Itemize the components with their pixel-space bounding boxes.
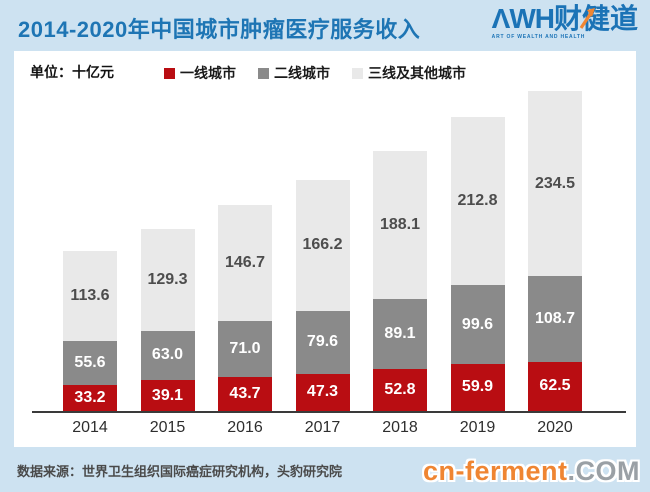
watermark: cn-ferment.COM xyxy=(423,456,640,487)
legend-item-0: 一线城市 xyxy=(164,63,236,83)
logo-awh-text: ΛWH xyxy=(491,3,555,34)
x-tick-2019: 2019 xyxy=(459,419,496,436)
segment-2020-一线城市: 62.5 xyxy=(528,361,582,411)
segment-2017-二线城市: 79.6 xyxy=(295,310,350,374)
page-title: 2014-2020年中国城市肿瘤医疗服务收入 xyxy=(18,17,421,42)
awh-logo: ΛWH财健道 ART OF WEALTH AND HEALTH xyxy=(492,5,638,40)
segment-2017-三线及其他城市: 166.2 xyxy=(295,179,350,311)
legend-item-1: 二线城市 xyxy=(258,63,330,83)
bar-2020: 234.5 108.7 62.5 xyxy=(528,91,582,411)
legend-label: 二线城市 xyxy=(274,65,330,81)
segment-2016-三线及其他城市: 146.7 xyxy=(218,204,272,321)
x-labels: 2014 2015 2016 2017 2018 2019 2020 xyxy=(63,419,582,437)
logo-text: ΛWH财健道 xyxy=(492,5,638,33)
watermark-suffix: .COM xyxy=(567,456,640,486)
bar-2019: 212.8 99.6 59.9 xyxy=(450,117,505,411)
x-tick-2020: 2020 xyxy=(537,419,573,436)
segment-2018-二线城市: 89.1 xyxy=(373,299,427,370)
segment-2018-一线城市: 52.8 xyxy=(373,369,427,411)
segment-2020-二线城市: 108.7 xyxy=(528,276,582,362)
legend-label: 一线城市 xyxy=(180,65,236,81)
bar-2014: 113.6 55.6 33.2 xyxy=(63,251,117,411)
x-tick-2017: 2017 xyxy=(304,419,341,436)
legend: 一线城市 二线城市 三线及其他城市 xyxy=(164,63,466,83)
x-tick-2014: 2014 xyxy=(72,419,108,436)
segment-2020-三线及其他城市: 234.5 xyxy=(528,91,582,277)
segment-2015-一线城市: 39.1 xyxy=(140,380,195,411)
chart-card: 单位：十亿元 一线城市 二线城市 三线及其他城市 113.6 55.6 33.2 129.… xyxy=(14,51,636,447)
logo-brand-text: 财健道 xyxy=(553,3,638,34)
legend-swatch xyxy=(352,67,363,79)
legend-swatch xyxy=(258,67,269,79)
x-tick-2018: 2018 xyxy=(382,419,418,436)
legend-label: 三线及其他城市 xyxy=(368,65,466,81)
segment-2019-一线城市: 59.9 xyxy=(450,363,505,411)
bar-2017: 166.2 79.6 47.3 xyxy=(295,179,350,411)
bar-2018: 188.1 89.1 52.8 xyxy=(373,150,427,411)
legend-swatch xyxy=(164,67,175,79)
segment-2014-三线及其他城市: 113.6 xyxy=(63,251,117,341)
bar-2015: 129.3 63.0 39.1 xyxy=(140,228,195,411)
segment-2019-三线及其他城市: 212.8 xyxy=(450,117,505,286)
segment-2014-二线城市: 55.6 xyxy=(63,340,117,385)
watermark-main: cn-ferment xyxy=(422,456,568,486)
segment-2014-一线城市: 33.2 xyxy=(63,384,117,411)
unit-label: 单位：十亿元 xyxy=(30,64,114,80)
x-tick-2016: 2016 xyxy=(227,419,263,436)
segment-2016-一线城市: 43.7 xyxy=(218,376,272,411)
legend-item-2: 三线及其他城市 xyxy=(352,63,466,83)
x-axis-line xyxy=(32,411,626,413)
data-source-text: 数据来源：世界卫生组织国际癌症研究机构，头豹研究院 xyxy=(17,464,343,479)
segment-2015-三线及其他城市: 129.3 xyxy=(140,228,195,331)
bar-2016: 146.7 71.0 43.7 xyxy=(218,204,272,411)
segment-2018-三线及其他城市: 188.1 xyxy=(373,150,427,300)
segment-2015-二线城市: 63.0 xyxy=(140,330,195,381)
logo-tagline: ART OF WEALTH AND HEALTH xyxy=(491,34,586,40)
segment-2019-二线城市: 99.6 xyxy=(450,285,505,364)
segment-2017-一线城市: 47.3 xyxy=(295,373,350,411)
plot-area: 113.6 55.6 33.2 129.3 63.0 39.1 146.7 71.0 43.7 1… xyxy=(63,81,582,411)
x-tick-2015: 2015 xyxy=(149,419,186,436)
segment-2016-二线城市: 71.0 xyxy=(218,320,272,377)
